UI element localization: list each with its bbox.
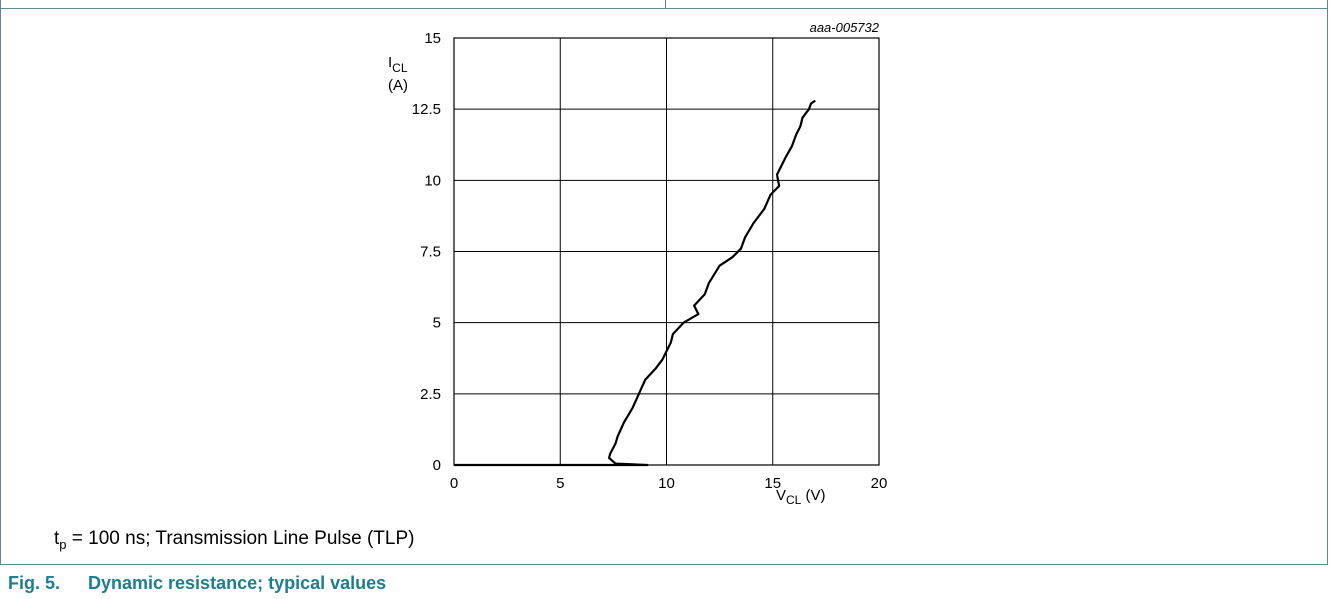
figure-title: Dynamic resistance; typical values: [88, 573, 387, 593]
x-tick-label: 15: [764, 475, 781, 492]
data-series-line: [454, 99, 816, 467]
y-tick-label: 0: [433, 457, 441, 474]
x-tick-label: 0: [450, 475, 458, 492]
y-tick-label: 10: [424, 172, 441, 189]
page-frame: [0, 0, 1328, 565]
test-condition: tp = 100 ns; Transmission Line Pulse (TL…: [54, 528, 415, 552]
y-axis-label: ICL: [388, 54, 408, 75]
figure-caption: Fig. 5. Dynamic resistance; typical value…: [8, 573, 386, 594]
y-tick-label: 7.5: [420, 244, 441, 261]
y-tick-label: 5: [433, 315, 441, 332]
chart: 0 5 10 15 20 0 2.5 5 7.5 10 12.5 15 aaa-005732 ICL (A)…: [388, 20, 888, 507]
frame-top-divider: [665, 0, 666, 8]
y-tick-label: 12.5: [412, 101, 441, 118]
x-tick-label: 10: [658, 475, 675, 492]
y-axis-unit: (A): [388, 77, 408, 94]
x-tick-label: 20: [871, 475, 888, 492]
y-tick-label: 2.5: [420, 386, 441, 403]
y-tick-label: 15: [424, 30, 441, 47]
plot-area-border: [453, 37, 880, 466]
chart-code: aaa-005732: [810, 20, 880, 35]
figure-number: Fig. 5.: [8, 573, 61, 593]
frame-top-line: [0, 8, 1328, 9]
x-axis-label: VCL (V): [776, 487, 826, 507]
x-tick-label: 5: [556, 475, 564, 492]
